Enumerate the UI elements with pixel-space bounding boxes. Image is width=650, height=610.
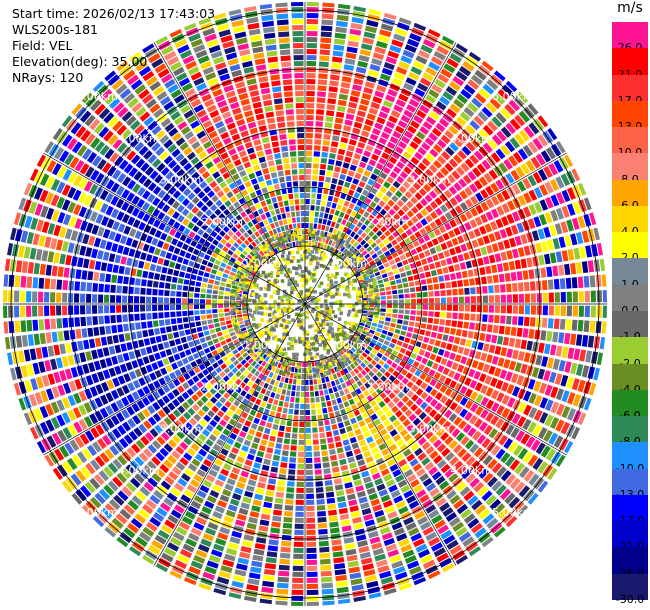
range-ring-label: 1.00km bbox=[243, 339, 285, 352]
colorbar-segment bbox=[612, 416, 648, 443]
colorbar-segment bbox=[612, 573, 648, 601]
range-ring-label: 1.00km bbox=[325, 339, 367, 352]
azimuth-spoke bbox=[153, 42, 306, 305]
colorbar-segment bbox=[612, 468, 648, 496]
azimuth-spoke bbox=[153, 303, 306, 566]
range-ring-label: 2.00km bbox=[202, 215, 244, 228]
range-ring-label: 4.00km bbox=[450, 132, 492, 145]
colorbar-segment bbox=[612, 100, 648, 128]
ppi-radar-plot: 1.00km 1.00km 1.00km 1.00km 2.00km 2.00km 2.00… bbox=[3, 2, 607, 606]
colorbar-segment bbox=[612, 311, 648, 338]
range-ring-label: 3.00km bbox=[160, 174, 202, 187]
azimuth-spoke bbox=[304, 303, 567, 456]
colorbar-segment bbox=[612, 205, 648, 233]
nrays-text: NRays: 120 bbox=[12, 70, 84, 85]
colorbar-segment bbox=[612, 284, 648, 312]
colorbar-unit-label: m/s bbox=[617, 0, 643, 16]
range-ring-label: 3.00km bbox=[160, 422, 202, 435]
range-ring-label: 4.00km bbox=[118, 132, 160, 145]
range-ring-label: 2.00km bbox=[202, 381, 244, 394]
range-ring-label: 4.00km bbox=[118, 464, 160, 477]
colorbar-segment bbox=[612, 363, 648, 391]
colorbar-tick-label: -30.0 bbox=[615, 593, 645, 606]
colorbar-segment bbox=[612, 74, 648, 102]
velocity-colorbar: 26.021.017.013.010.08.06.04.02.01.00.0-1… bbox=[612, 22, 648, 606]
colorbar-segment bbox=[612, 337, 648, 365]
range-ring-label: 3.00km bbox=[409, 174, 451, 187]
range-ring-label: 5.00km bbox=[492, 90, 534, 103]
colorbar-segment bbox=[612, 521, 648, 548]
elevation-text: Elevation(deg): 35.00 bbox=[12, 54, 148, 69]
colorbar-segment bbox=[612, 232, 648, 259]
colorbar-segment bbox=[612, 179, 648, 207]
range-ring-label: 2.00km bbox=[367, 381, 409, 394]
azimuth-spoke bbox=[43, 152, 306, 305]
range-ring-label: 5.00km bbox=[76, 506, 118, 519]
colorbar-segment bbox=[612, 258, 648, 286]
colorbar-segment bbox=[612, 48, 648, 76]
range-ring-label: 5.00km bbox=[76, 90, 118, 103]
colorbar-segment bbox=[612, 22, 648, 49]
field-text: Field: VEL bbox=[12, 38, 73, 53]
azimuth-spoke bbox=[304, 152, 567, 305]
colorbar-segment bbox=[612, 127, 648, 154]
colorbar-segment bbox=[612, 547, 648, 575]
colorbar-segment bbox=[612, 442, 648, 470]
azimuth-spoke bbox=[304, 303, 457, 566]
start-time-text: Start time: 2026/02/13 17:43:03 bbox=[12, 6, 216, 21]
azimuth-spoke bbox=[304, 42, 457, 305]
range-rings: 1.00km 1.00km 1.00km 1.00km 2.00km 2.00km 2.00… bbox=[3, 2, 607, 606]
azimuth-spoke bbox=[43, 303, 306, 456]
range-ring-label: 2.00km bbox=[367, 215, 409, 228]
range-ring-label: 3.00km bbox=[409, 422, 451, 435]
station-name-text: WLS200s-181 bbox=[12, 22, 98, 37]
range-ring-label: 5.00km bbox=[492, 506, 534, 519]
ppi-gates bbox=[3, 2, 607, 606]
colorbar-segment bbox=[612, 389, 648, 417]
colorbar-segment bbox=[612, 153, 648, 181]
range-ring-label: 4.00km bbox=[450, 464, 492, 477]
colorbar-segment bbox=[612, 494, 648, 522]
range-ring-label: 1.00km bbox=[325, 257, 367, 270]
range-ring-label: 1.00km bbox=[243, 257, 285, 270]
